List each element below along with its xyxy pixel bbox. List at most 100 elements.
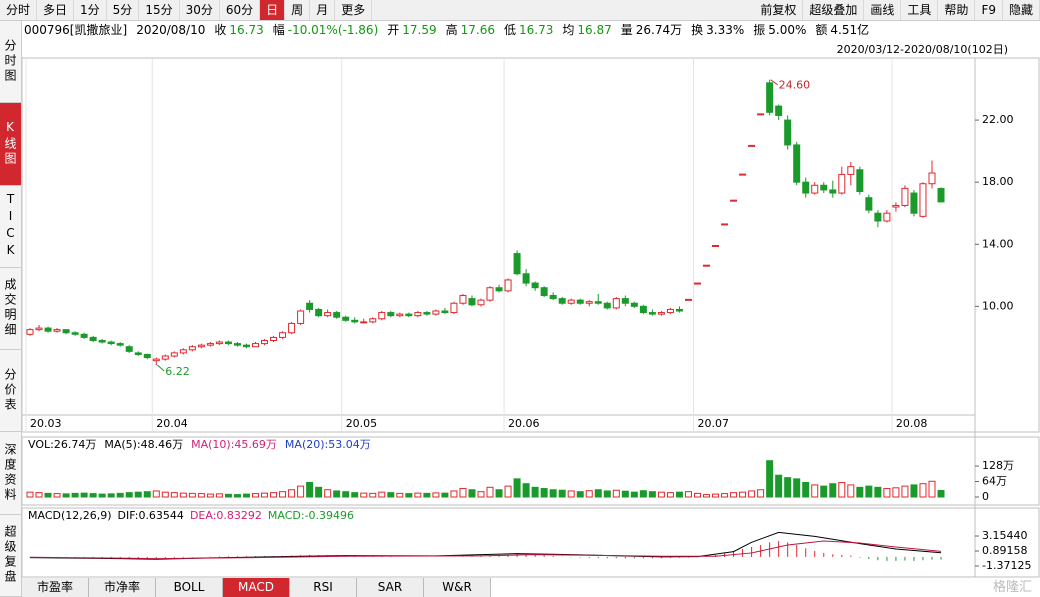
dea-line	[29, 540, 942, 560]
info-value: 16.73	[519, 23, 554, 37]
indicator-tab[interactable]: BOLL	[156, 578, 223, 597]
candle-body	[288, 322, 296, 334]
volume-bar	[739, 491, 747, 498]
volume-bar	[233, 494, 241, 498]
candle-body	[224, 341, 232, 345]
volume-bar	[802, 481, 810, 498]
candle-body	[612, 298, 620, 309]
toolbar-button[interactable]: 前复权	[754, 0, 804, 20]
candle-body	[910, 192, 918, 214]
toolbar-button[interactable]: 30分	[180, 0, 220, 20]
volume-bar	[324, 489, 332, 498]
legend-entry: MA(5):48.46万	[104, 438, 183, 451]
volume-bar	[585, 490, 593, 498]
toolbar-button[interactable]: 更多	[335, 0, 373, 20]
toolbar-button[interactable]: 帮助	[938, 0, 976, 20]
candle-body	[901, 187, 909, 206]
toolbar-button[interactable]: 工具	[901, 0, 939, 20]
candle-body	[152, 358, 160, 362]
candle-body	[802, 181, 810, 194]
toolbar-button[interactable]: 15分	[139, 0, 180, 20]
volume-bar	[53, 493, 61, 498]
candle-body	[630, 302, 638, 307]
candle-body	[170, 352, 178, 357]
info-label: 额	[815, 23, 828, 37]
candle-body	[531, 282, 539, 289]
volume-bar	[639, 490, 647, 498]
indicator-tab[interactable]: SAR	[357, 578, 424, 597]
y-tick-label: -1.37125	[982, 559, 1031, 572]
candle-body	[333, 312, 341, 318]
toolbar-button[interactable]: 月	[310, 0, 336, 20]
info-item: 收 16.73	[214, 21, 263, 40]
candle-body	[504, 279, 512, 292]
info-value: 26.74万	[635, 23, 683, 37]
candle-body	[721, 223, 729, 226]
sidebar-tab[interactable]: TICK	[0, 186, 21, 268]
legend-entry: MACD(12,26,9)	[28, 509, 112, 522]
toolbar-button[interactable]: 隐藏	[1003, 0, 1040, 20]
sidebar-tab[interactable]: 分时图	[0, 21, 21, 104]
info-label: 收	[214, 23, 227, 37]
candle-body	[387, 312, 395, 317]
candle-body	[522, 273, 530, 284]
candle-body	[486, 287, 494, 301]
indicator-tab[interactable]: 市净率	[89, 578, 156, 597]
info-item: 低 16.73	[504, 21, 553, 40]
volume-bar	[405, 493, 413, 498]
candle-body	[793, 144, 801, 183]
sidebar-tab[interactable]: 成交明细	[0, 268, 21, 351]
toolbar-button[interactable]: 画线	[864, 0, 902, 20]
candle-body	[567, 299, 575, 304]
indicator-tab[interactable]: W&R	[424, 578, 491, 597]
volume-bar	[26, 491, 34, 498]
info-item: 高 17.66	[446, 21, 495, 40]
candle-body	[125, 346, 133, 352]
candle-body	[540, 287, 548, 296]
candle-body	[757, 113, 765, 116]
volume-bar	[630, 491, 638, 498]
volume-bar	[360, 492, 368, 498]
toolbar-button[interactable]: F9	[975, 0, 1003, 20]
candle-body	[775, 105, 783, 116]
volume-bar	[441, 492, 449, 498]
toolbar-button[interactable]: 日	[260, 0, 286, 20]
candle-body	[657, 312, 665, 315]
volume-bar	[784, 477, 792, 498]
candle-body	[432, 310, 440, 315]
volume-bar	[116, 492, 124, 498]
toolbar-button[interactable]: 超级叠加	[803, 0, 865, 20]
toolbar-button[interactable]: 1分	[74, 0, 107, 20]
sidebar-tab[interactable]: 分价表	[0, 350, 21, 433]
panel-border	[21, 436, 1040, 506]
watermark: 格隆汇	[992, 580, 1032, 595]
indicator-tab[interactable]: RSI	[290, 578, 357, 597]
volume-bar	[793, 478, 801, 498]
candle-body	[134, 352, 142, 355]
toolbar-button[interactable]: 60分	[220, 0, 261, 20]
volume-bar	[486, 486, 494, 498]
sidebar-tab[interactable]: 超级复盘	[0, 515, 21, 597]
candle-body	[693, 282, 701, 285]
x-tick-label: 20.04	[156, 417, 188, 430]
volume-bar	[757, 489, 765, 498]
volume-bar	[206, 493, 214, 498]
candle-body	[928, 172, 936, 185]
sidebar-tab[interactable]: K线图	[0, 103, 21, 186]
toolbar-button[interactable]: 多日	[37, 0, 75, 20]
toolbar-button[interactable]: 分时	[0, 0, 38, 20]
x-tick-label: 20.03	[30, 417, 62, 430]
sidebar-tab[interactable]: 深度资料	[0, 432, 21, 515]
sidebar: 分时图 K线图 TICK 成交明细 分价表 深度资料 超级复盘	[0, 21, 22, 597]
candle-body	[143, 353, 151, 359]
legend-entry: MA(20):53.04万	[285, 438, 371, 451]
indicator-tab[interactable]: 市盈率	[22, 578, 89, 597]
indicator-tab[interactable]: MACD	[223, 578, 290, 597]
legend-entry: DEA:0.83292	[190, 509, 262, 522]
y-tick-label: 22.00	[982, 113, 1014, 126]
toolbar-button[interactable]: 5分	[107, 0, 140, 20]
volume-bar	[125, 492, 133, 498]
toolbar-left: 分时 多日 1分 5分 15分 30分 60分日周月更多	[0, 0, 373, 20]
toolbar-button[interactable]: 周	[285, 0, 311, 20]
x-tick-label: 20.06	[508, 417, 540, 430]
